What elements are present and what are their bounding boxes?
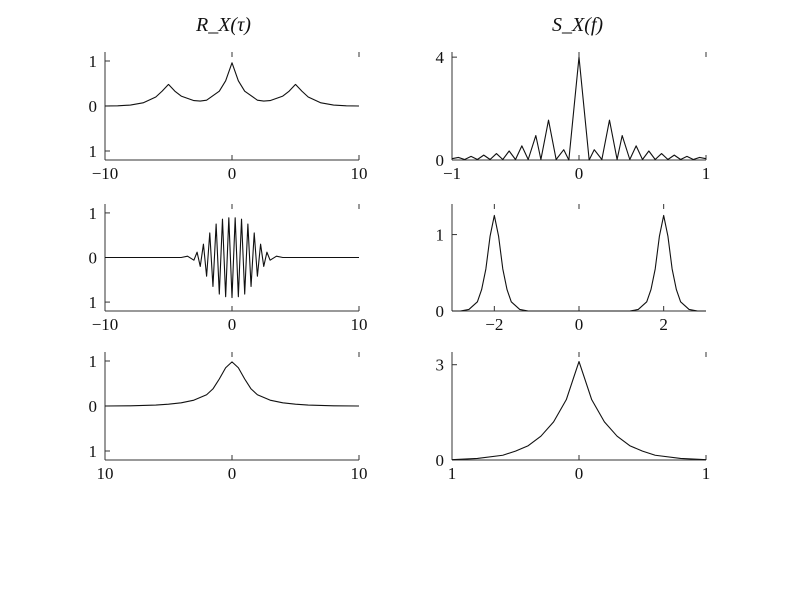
x-tick-label: 0 [575,164,584,183]
y-tick-label: 1 [89,204,98,223]
panel-s3: 1 0 130 [436,352,711,483]
y-tick-label: 0 [436,451,445,470]
y-tick-label: 1 [89,142,98,161]
x-tick-label: 1 [448,464,457,483]
y-tick-label: 1 [89,352,98,371]
series-line-s2 [452,214,706,312]
x-tick-label: −1 [443,164,461,183]
y-tick-label: 0 [89,97,98,116]
left-column-title: R_X(τ) [196,14,251,36]
x-tick-label: 10 [351,164,368,183]
series-line-r2 [105,217,359,299]
y-tick-label: 1 [89,442,98,461]
y-tick-label: 0 [436,151,445,170]
panel-s2: −2 0 2 1 0 [436,204,706,334]
x-tick-label: 1 [702,164,711,183]
x-tick-label: 1 [702,464,711,483]
x-tick-label: −10 [92,315,119,334]
x-tick-label: −2 [485,315,503,334]
x-tick-label: 0 [228,164,237,183]
x-tick-label: 0 [228,315,237,334]
y-tick-label: 4 [436,48,445,67]
right-column-title: S_X(f) [552,14,604,36]
x-tick-label: 10 [351,464,368,483]
y-tick-label: 1 [89,52,98,71]
series-line-s3 [451,360,707,461]
x-tick-label: 10 [97,464,114,483]
panel-s1: −1 0 140 [436,48,711,183]
series-line-s1 [451,56,707,161]
series-line-r3 [104,361,360,407]
x-tick-label: 0 [575,464,584,483]
x-tick-label: 10 [351,315,368,334]
y-tick-label: 1 [436,226,445,245]
y-tick-label: 0 [89,397,98,416]
x-tick-label: −10 [92,164,119,183]
series-line-r1 [104,62,360,107]
y-tick-label: 0 [436,302,445,321]
y-tick-label: 1 [89,293,98,312]
x-tick-label: 2 [659,315,668,334]
y-tick-label: 3 [436,356,445,375]
x-tick-label: 0 [575,315,584,334]
x-tick-label: 0 [228,464,237,483]
y-tick-label: 0 [89,249,98,268]
